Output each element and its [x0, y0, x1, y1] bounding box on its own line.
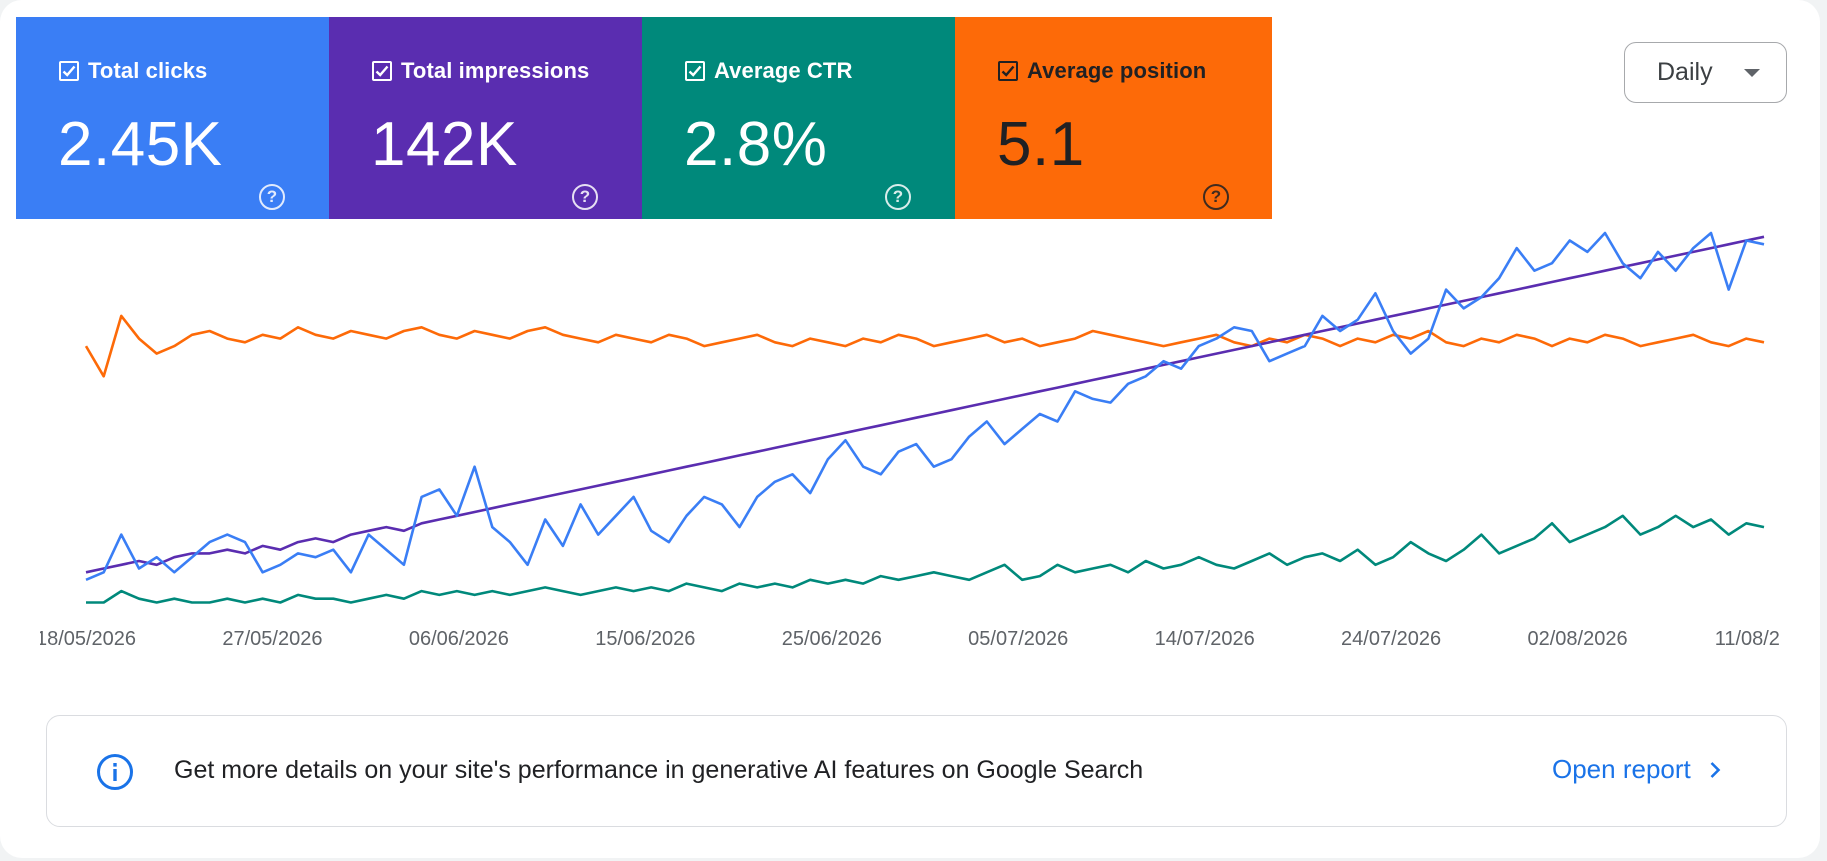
metric-card-average-position[interactable]: Average position 5.1 ? — [955, 17, 1272, 219]
x-tick-label: 06/06/2026 — [409, 628, 509, 650]
x-tick-label: 11/08/2026 — [1715, 628, 1780, 650]
info-banner: Get more details on your site's performa… — [46, 715, 1787, 827]
metric-value: 2.45K — [58, 110, 223, 179]
metric-label: Total impressions — [401, 58, 590, 83]
dropdown-selected-value: Daily — [1657, 58, 1713, 86]
metric-cards: Total clicks 2.45K ? Total impressions 1… — [16, 17, 1272, 219]
open-report-label: Open report — [1552, 754, 1691, 784]
metric-card-total-clicks[interactable]: Total clicks 2.45K ? — [16, 17, 329, 219]
checkbox-checked-icon[interactable] — [59, 61, 79, 81]
series-line-total-impressions — [85, 235, 1765, 574]
x-tick-label: 14/07/2026 — [1155, 628, 1255, 650]
x-tick-label: 18/05/2026 — [40, 628, 136, 650]
open-report-link[interactable]: Open report — [1552, 754, 1721, 785]
checkbox-checked-icon[interactable] — [372, 61, 392, 81]
help-icon[interactable]: ? — [885, 184, 911, 210]
metric-label: Average position — [1027, 58, 1207, 83]
help-icon[interactable]: ? — [572, 184, 598, 210]
x-tick-label: 15/06/2026 — [595, 628, 695, 650]
performance-line-chart: 18/05/2026 27/05/2026 06/06/2026 15/06/2026… — [40, 231, 1780, 650]
metric-label-row: Average CTR — [685, 58, 852, 84]
metric-label: Total clicks — [88, 58, 208, 83]
metric-label-row: Total impressions — [372, 58, 589, 84]
series-line-average-ctr — [86, 514, 1765, 604]
x-tick-label: 05/07/2026 — [968, 628, 1068, 650]
series-line-average-position — [84, 314, 1765, 378]
metric-value: 5.1 — [997, 110, 1085, 179]
metric-value: 2.8% — [684, 110, 828, 179]
metric-label: Average CTR — [714, 58, 853, 83]
x-tick-label: 25/06/2026 — [782, 628, 882, 650]
checkbox-checked-icon[interactable] — [998, 61, 1018, 81]
series-line-total-clicks — [85, 231, 1765, 581]
help-icon[interactable]: ? — [1203, 184, 1229, 210]
chevron-right-icon — [1710, 761, 1721, 778]
info-icon — [97, 754, 133, 790]
caret-down-icon — [1744, 69, 1760, 77]
x-tick-label: 02/08/2026 — [1528, 628, 1628, 650]
checkbox-checked-icon[interactable] — [685, 61, 705, 81]
metric-label-row: Total clicks — [59, 58, 207, 84]
help-icon[interactable]: ? — [259, 184, 285, 210]
x-tick-label: 24/07/2026 — [1341, 628, 1441, 650]
granularity-dropdown[interactable]: Daily — [1624, 42, 1787, 103]
metric-card-total-impressions[interactable]: Total impressions 142K ? — [329, 17, 642, 219]
metric-value: 142K — [371, 110, 518, 179]
x-tick-label: 27/05/2026 — [222, 628, 322, 650]
metric-label-row: Average position — [998, 58, 1206, 84]
banner-message: Get more details on your site's performa… — [174, 756, 1144, 784]
metric-card-average-ctr[interactable]: Average CTR 2.8% ? — [642, 17, 955, 219]
